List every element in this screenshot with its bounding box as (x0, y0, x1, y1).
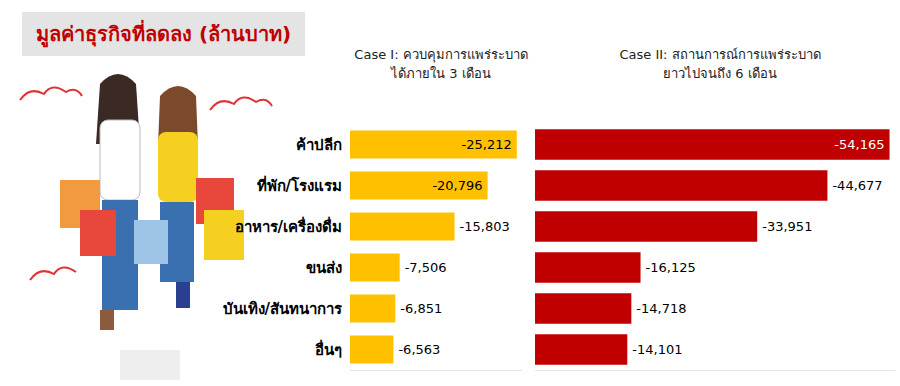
svg-text:อื่นๆ: อื่นๆ (315, 339, 342, 359)
svg-text:ยาวไปจนถึง 6 เดือน: ยาวไปจนถึง 6 เดือน (663, 66, 777, 81)
svg-text:-6,851: -6,851 (400, 301, 442, 316)
svg-text:-14,101: -14,101 (632, 342, 682, 357)
svg-text:-44,677: -44,677 (832, 178, 882, 193)
svg-text:-14,718: -14,718 (636, 301, 686, 316)
svg-text:-20,796: -20,796 (432, 178, 482, 193)
svg-text:อาหาร/เครื่องดื่ม: อาหาร/เครื่องดื่ม (235, 216, 342, 236)
svg-text:-7,506: -7,506 (405, 260, 447, 275)
svg-text:-6,563: -6,563 (398, 342, 440, 357)
svg-text:ขนส่ง: ขนส่ง (306, 259, 342, 277)
svg-text:บันเทิง/สันทนาการ: บันเทิง/สันทนาการ (223, 300, 343, 318)
svg-text:-16,125: -16,125 (646, 260, 696, 275)
html-text:มูลค่าธุรกิจที่ลดลง (ล้านบาท): มูลค่าธุรกิจที่ลดลง (ล้านบาท) (36, 22, 292, 46)
svg-text:-33,951: -33,951 (762, 219, 812, 234)
svg-text:-15,803: -15,803 (460, 219, 510, 234)
svg-text:-54,165: -54,165 (834, 137, 884, 152)
svg-text:Case I: ควบคุมการแพร่ระบาด: Case I: ควบคุมการแพร่ระบาด (354, 47, 527, 63)
svg-text:-25,212: -25,212 (462, 137, 512, 152)
svg-text:ค้าปลีก: ค้าปลีก (296, 136, 342, 154)
svg-text:ได้ภายใน 3 เดือน: ได้ภายใน 3 เดือน (390, 66, 491, 81)
svg-text:ที่พัก/โรงแรม: ที่พัก/โรงแรม (257, 175, 342, 195)
svg-text:Case II: สถานการณ์การแพร่ระบาด: Case II: สถานการณ์การแพร่ระบาด (619, 47, 820, 62)
